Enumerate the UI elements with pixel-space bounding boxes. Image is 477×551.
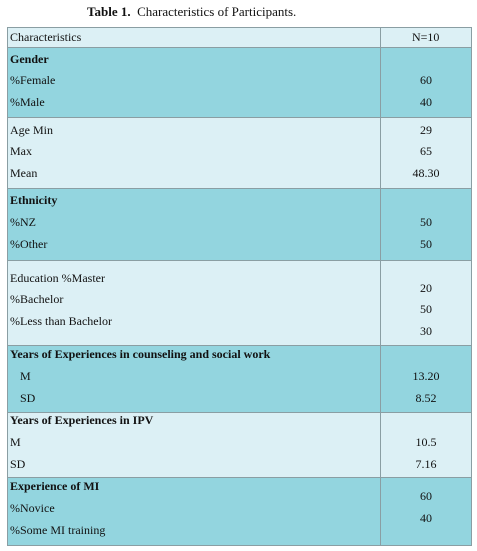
row-value: 60 (420, 489, 432, 503)
row-value: 50 (420, 302, 432, 316)
section-heading: Years of Experiences in IPV (10, 413, 154, 427)
row-label: %Less than Bachelor (10, 314, 112, 328)
row-label: SD (10, 457, 26, 471)
row-label: %Bachelor (10, 292, 64, 306)
row-value: 13.20 (412, 369, 440, 383)
row-label: %Some MI training (10, 523, 106, 537)
row-value: 50 (420, 237, 432, 251)
section-heading: Years of Experiences in counseling and s… (10, 347, 271, 361)
header-text: N=10 (412, 30, 440, 44)
row-label: Mean (10, 166, 38, 180)
row-value: 29 (420, 123, 432, 137)
row-value: 40 (420, 511, 432, 525)
section-cell (380, 47, 472, 118)
table-label: Table 1. (87, 4, 131, 19)
section-cell (380, 477, 472, 546)
row-label: M (10, 435, 21, 449)
header-text: Characteristics (10, 30, 82, 44)
section-cell (7, 477, 381, 546)
row-value: 7.16 (415, 457, 437, 471)
table-caption: Characteristics of Participants. (137, 4, 297, 19)
row-value: 60 (420, 73, 432, 87)
row-label: Age Min (10, 123, 53, 137)
section-cell (380, 117, 472, 189)
section-cell (380, 188, 472, 261)
row-label: %Female (10, 73, 56, 87)
row-value: 8.52 (415, 391, 437, 405)
section-cell (7, 188, 381, 261)
section-cell (380, 260, 472, 346)
row-label: %Male (10, 95, 45, 109)
section-cell (380, 345, 472, 413)
row-label: Education %Master (10, 271, 105, 285)
row-value: 65 (420, 144, 432, 158)
row-value: 50 (420, 215, 432, 229)
section-cell (7, 117, 381, 189)
row-label: M (20, 369, 31, 383)
section-heading: Gender (10, 52, 49, 66)
row-label: %Other (10, 237, 48, 251)
row-value: 48.30 (412, 166, 440, 180)
section-heading: Ethnicity (10, 193, 58, 207)
section-cell (7, 412, 381, 478)
row-value: 40 (420, 95, 432, 109)
section-cell (7, 47, 381, 118)
row-value: 30 (420, 324, 432, 338)
row-value: 20 (420, 281, 432, 295)
row-label: %NZ (10, 215, 36, 229)
row-label: %Novice (10, 501, 55, 515)
row-label: Max (10, 144, 32, 158)
table-title: Table 1. Characteristics of Participants… (87, 5, 296, 19)
row-label: SD (20, 391, 36, 405)
row-value: 10.5 (415, 435, 437, 449)
section-cell (7, 345, 381, 413)
section-heading: Experience of MI (10, 479, 100, 493)
